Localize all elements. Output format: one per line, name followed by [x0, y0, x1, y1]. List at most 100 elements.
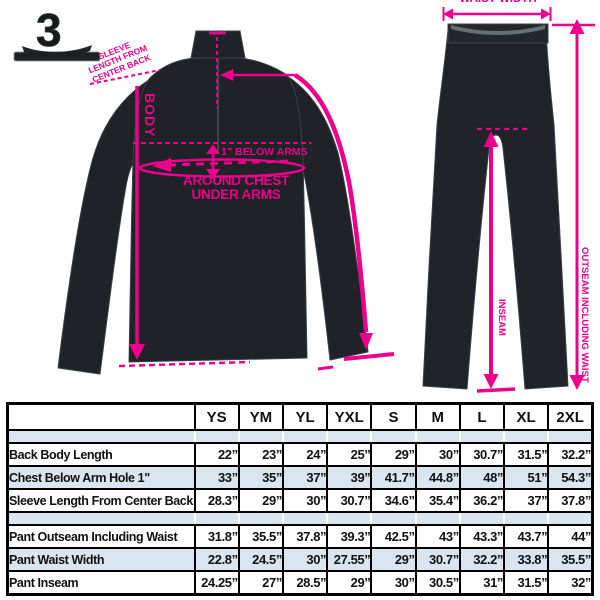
size-value: 37”: [503, 488, 550, 513]
size-value: 24.25”: [193, 570, 240, 596]
table-row-sleeve: Sleeve Length From Center Back 28.3” 29”…: [6, 488, 594, 513]
row-label: Sleeve Length From Center Back: [6, 488, 196, 513]
around-chest-label-line2: UNDER ARMS: [191, 187, 281, 203]
row-label: Back Body Length: [6, 442, 196, 467]
size-value: 43.3”: [458, 524, 506, 549]
jacket-left-sleeve: [57, 77, 153, 375]
size-value: 35.4”: [414, 488, 461, 513]
chest-arrow-left: [152, 158, 171, 172]
spacer-row: [6, 429, 594, 444]
size-header-2xl: 2XL: [547, 402, 594, 431]
below-arms-label: 1” BELOW ARMS: [221, 146, 308, 158]
inseam-arrow-down: [483, 374, 499, 389]
size-header-s: S: [370, 402, 417, 431]
table-row-inseam: Pant Inseam 24.25” 27” 28.5” 29” 30” 30.…: [6, 570, 594, 596]
pants-legs: [422, 29, 569, 390]
sleeve-arrow-down: [359, 333, 373, 350]
size-value: 42.5”: [370, 524, 417, 549]
size-value: 41.7”: [370, 465, 417, 490]
logo-emblem: 3: [36, 4, 62, 56]
size-value: 32.2”: [547, 442, 594, 467]
size-value: 30.7”: [458, 442, 506, 467]
size-value: 28.3”: [193, 488, 240, 513]
size-value: 32”: [547, 570, 594, 596]
outseam-arrow-down: [569, 375, 585, 390]
size-value: 37.8”: [547, 488, 594, 513]
around-chest-label: AROUND CHEST UNDER ARMS: [158, 173, 314, 203]
pants-illustration: [422, 23, 569, 390]
around-chest-label-line1: AROUND CHEST: [182, 173, 290, 188]
size-value: 43.7”: [503, 524, 550, 549]
outseam-arrow-up: [569, 19, 585, 34]
size-value: 43”: [414, 524, 461, 549]
size-header-row: YS YM YL YXL S M L XL 2XL: [6, 402, 594, 431]
size-value: 54.3”: [547, 465, 594, 490]
row-label: Chest Below Arm Hole 1": [6, 465, 196, 490]
outseam-label: OUTSEAM INCLUDING WAIST: [579, 247, 590, 383]
size-header-xl: XL: [503, 402, 550, 431]
size-header-ym: YM: [237, 402, 284, 431]
shoulder-dashed-line: [89, 69, 161, 85]
size-value: 33.8”: [503, 547, 550, 572]
size-value: 44”: [547, 524, 594, 549]
sleeve-cuff-bar: [343, 352, 395, 361]
size-value: 27”: [237, 570, 284, 596]
inseam-arrow-up: [483, 131, 499, 147]
hem-dashed-line: [118, 360, 251, 368]
size-value: 30”: [281, 488, 329, 513]
size-header-ys: YS: [193, 402, 240, 431]
body-arrow-down: [129, 344, 145, 360]
size-value: 37”: [281, 465, 329, 490]
table-row-waist-width: Pant Waist Width 22.8” 24.5” 30” 27.55” …: [6, 547, 594, 572]
size-table: YS YM YL YXL S M L XL 2XL Back Body Leng…: [6, 402, 594, 596]
row-label: Pant Inseam: [6, 570, 196, 596]
size-value: 22”: [193, 442, 240, 467]
below-arms-arrow-down: [206, 169, 220, 179]
measurement-diagram: 3: [14, 4, 595, 393]
size-value: 31.5”: [503, 442, 550, 467]
table-row-back-body-length: Back Body Length 22” 23” 24” 25” 29” 30”…: [6, 442, 594, 467]
table-row-chest: Chest Below Arm Hole 1" 33” 35” 37” 39” …: [6, 465, 594, 490]
waist-arrow-right: [541, 8, 551, 20]
waist-arrow-left: [443, 8, 453, 20]
waist-width-label: WAIST WIDTH: [444, 0, 552, 5]
size-value: 34.6”: [370, 488, 417, 513]
spacer-row: [6, 511, 594, 526]
size-value: 30.5”: [414, 570, 461, 596]
size-value: 32.2”: [458, 547, 506, 572]
size-value: 24”: [281, 442, 329, 467]
size-value: 27.55”: [326, 547, 373, 572]
size-header-l: L: [458, 402, 506, 431]
logo-wordmark: [14, 52, 100, 61]
inseam-hem-bar: [476, 387, 516, 393]
row-label: Pant Waist Width: [6, 547, 196, 572]
size-value: 31”: [458, 570, 506, 596]
size-value: 30”: [414, 442, 461, 467]
size-value: 29”: [237, 488, 284, 513]
chest-ellipse: [138, 158, 306, 178]
inseam-label: INSEAM: [496, 299, 507, 336]
body-length-label: BODY: [142, 93, 158, 138]
size-value: 37.8”: [281, 524, 329, 549]
pants-waistband-interior: [451, 25, 545, 35]
sleeve-line-curve: [293, 73, 369, 333]
size-value: 30.7”: [414, 547, 461, 572]
size-value: 35”: [237, 465, 284, 490]
size-value: 29”: [370, 442, 417, 467]
measurement-marks: [89, 7, 595, 393]
sleeve-arrow-left: [220, 69, 233, 81]
chest-inner-dashed: [169, 159, 289, 167]
size-value: 25”: [326, 442, 373, 467]
jacket-illustration: [57, 30, 369, 375]
size-value: 51”: [503, 465, 550, 490]
size-value: 31.8”: [193, 524, 240, 549]
below-arms-arrow-up: [206, 144, 220, 154]
size-value: 30”: [281, 547, 329, 572]
size-header-m: M: [414, 402, 461, 431]
size-value: 44.8”: [414, 465, 461, 490]
sleeve-cuff-dash: [317, 365, 334, 371]
size-value: 35.5”: [547, 547, 594, 572]
row-label: Pant Outseam Including Waist: [6, 524, 196, 549]
size-header-yl: YL: [281, 402, 329, 431]
